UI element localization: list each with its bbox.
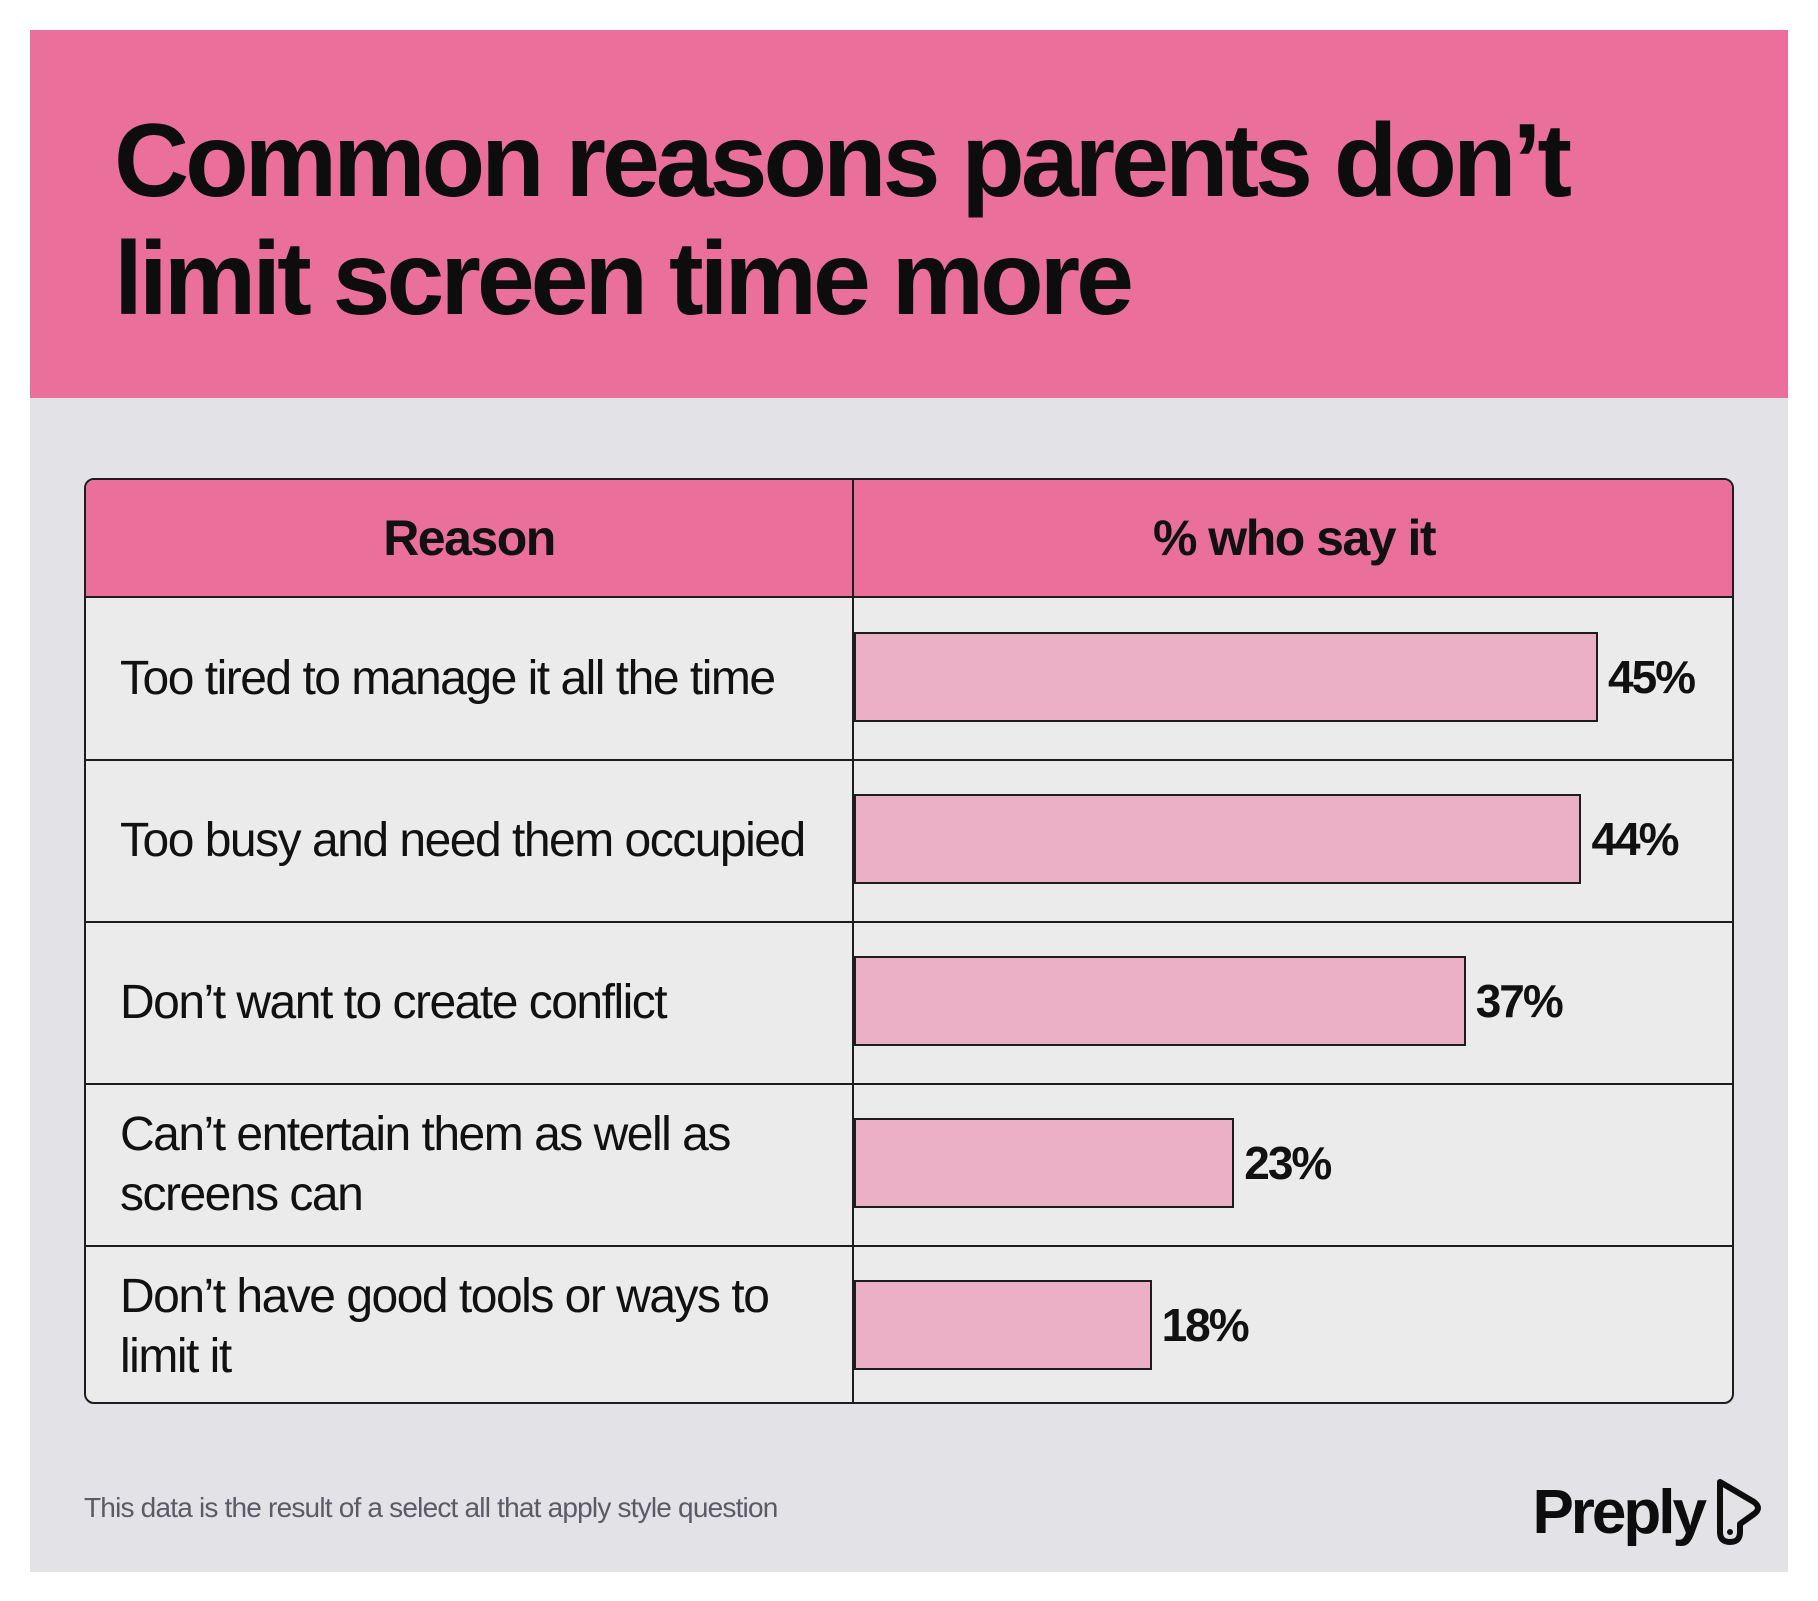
row-divider [86,759,1732,761]
reason-label: Don’t want to create conflict [120,976,668,1029]
bar-value-label: 37% [1475,975,1564,1027]
preply-logo-icon [1717,1479,1761,1545]
table-row: Can’t entertain them as well as screens … [86,1084,1732,1246]
title-line-2: limit screen time more [114,221,1134,337]
bar-value-label: 23% [1244,1137,1332,1189]
bar [854,632,1598,722]
column-header-percent: % who say it [1152,510,1437,566]
row-divider [86,1245,1732,1247]
reason-label: Can’t entertain them as well as screens … [120,1108,731,1221]
bar-value-label: 45% [1608,651,1696,703]
title-line-1: Common reasons parents don’t [114,103,1572,219]
bar-value-label: 44% [1591,813,1679,865]
page-title: Common reasons parents don’t limit scree… [114,102,1714,338]
bar [854,956,1466,1046]
bar [854,1280,1152,1370]
title-banner: Common reasons parents don’t limit scree… [30,30,1788,398]
column-header-reason: Reason [383,510,556,566]
reasons-table: Reason % who say it Too tired to manage … [84,478,1734,1404]
table-header: Reason % who say it [86,480,1732,598]
bar [854,1118,1235,1208]
column-divider [852,480,854,1402]
table-row: Don’t have good tools or ways to limit i… [86,1246,1732,1402]
table-row: Too busy and need them occupied 44% [86,760,1732,922]
reason-label: Don’t have good tools or ways to limit i… [120,1270,770,1383]
reason-label: Too tired to manage it all the time [120,652,776,705]
infographic-card: Common reasons parents don’t limit scree… [30,30,1788,1572]
bar [854,794,1582,884]
table-row: Don’t want to create conflict 37% [86,922,1732,1084]
reason-label: Too busy and need them occupied [120,814,806,867]
table-row: Too tired to manage it all the time 45% [86,598,1732,760]
brand-name: Preply [1532,1477,1707,1547]
footnote: This data is the result of a select all … [84,1492,778,1523]
row-divider [86,1083,1732,1085]
row-divider [86,921,1732,923]
brand-logo: Preply [1532,1472,1766,1552]
bar-value-label: 18% [1161,1299,1250,1351]
